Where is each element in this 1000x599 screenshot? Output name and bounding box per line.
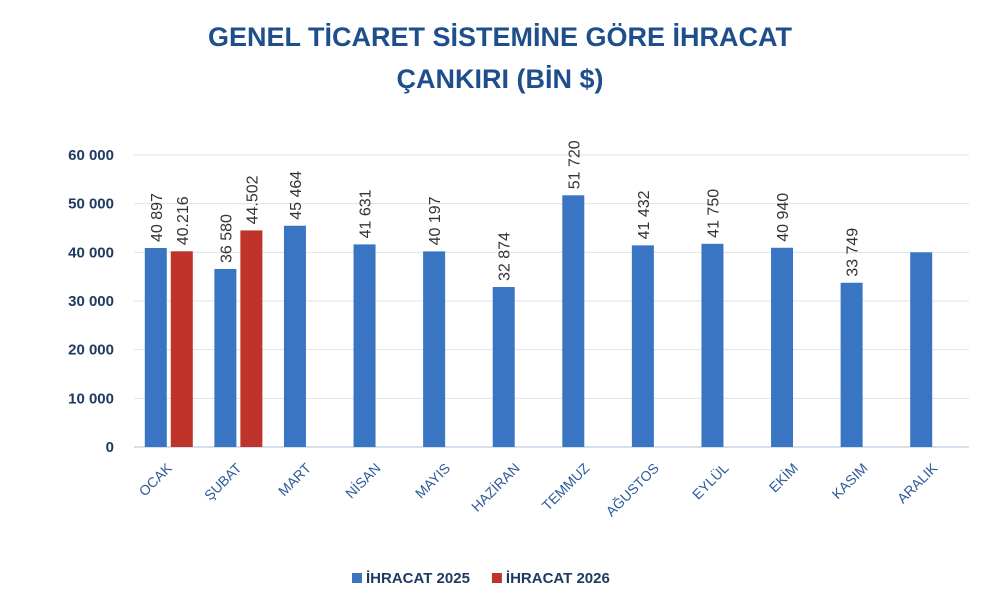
data-label: 40 897 (149, 193, 166, 242)
data-label: 41 631 (358, 189, 375, 238)
x-tick-label: ŞUBAT (201, 459, 245, 503)
bar-2025 (701, 243, 724, 447)
bar-2026 (240, 230, 263, 447)
x-tick-label: ARALIK (894, 459, 941, 506)
x-tick-label: EYLÜL (688, 459, 732, 503)
x-tick-label: MAYIS (412, 460, 453, 501)
legend-swatch (491, 573, 502, 583)
x-tick-label: HAZİRAN (467, 459, 522, 514)
y-tick-label: 10 000 (68, 390, 114, 407)
data-label: 32 874 (497, 232, 514, 281)
bar-2025 (631, 245, 654, 447)
data-label: 44.502 (244, 175, 261, 224)
data-label: 40 197 (427, 196, 444, 245)
bar-2025 (492, 287, 515, 447)
bar-2025 (283, 225, 306, 447)
bar-2025 (144, 247, 167, 447)
x-tick-label: KASIM (829, 460, 871, 502)
data-label: 45 464 (288, 171, 305, 220)
bar-2025 (562, 195, 585, 447)
bar-2025 (910, 252, 933, 447)
bar-2025 (840, 282, 863, 447)
bar-2025 (423, 251, 446, 447)
x-tick-label: MART (275, 459, 314, 498)
y-tick-label: 20 000 (68, 342, 114, 359)
chart-subtitle: ÇANKIRI (BİN $) (396, 64, 604, 94)
y-tick-label: 40 000 (68, 244, 114, 261)
data-label: 41 750 (705, 189, 722, 238)
bar-2025 (771, 247, 794, 447)
data-label: 41 432 (636, 190, 653, 239)
y-tick-label: 0 (106, 439, 114, 456)
data-label: 40.216 (175, 196, 192, 245)
y-tick-label: 50 000 (68, 196, 114, 213)
x-tick-label: TEMMUZ (539, 460, 593, 514)
x-tick-label: EKİM (765, 459, 801, 495)
y-tick-label: 60 000 (68, 147, 114, 164)
legend-label: İHRACAT 2026 (506, 570, 610, 587)
x-tick-label: OCAK (136, 459, 176, 499)
bar-2025 (214, 268, 237, 447)
bar-2026 (170, 251, 193, 447)
data-label: 40 940 (775, 193, 792, 242)
legend-swatch (352, 573, 362, 583)
y-tick-label: 30 000 (68, 293, 114, 310)
x-tick-label: NİSAN (341, 459, 383, 501)
data-label: 36 580 (218, 214, 235, 263)
data-label: 51 720 (566, 140, 583, 189)
bar-2025 (353, 244, 376, 447)
data-label: 33 749 (845, 228, 862, 277)
chart-title: GENEL TİCARET SİSTEMİNE GÖRE İHRACAT (207, 22, 793, 52)
x-tick-label: AĞUSTOS (602, 460, 662, 520)
legend-label: İHRACAT 2025 (366, 570, 470, 587)
